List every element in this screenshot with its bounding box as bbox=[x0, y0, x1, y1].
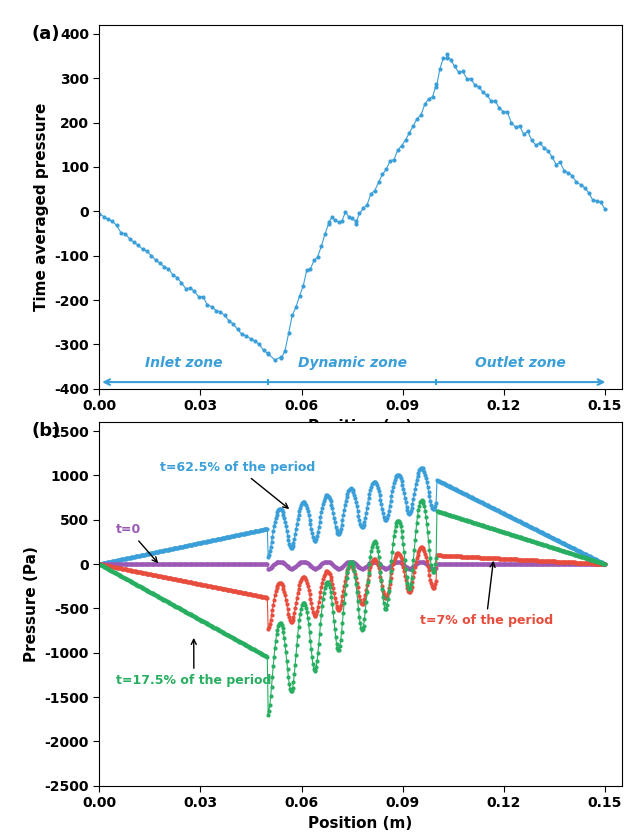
Y-axis label: Time averaged pressure: Time averaged pressure bbox=[33, 103, 49, 311]
Text: t=17.5% of the period: t=17.5% of the period bbox=[116, 640, 272, 687]
Text: Outlet zone: Outlet zone bbox=[475, 356, 566, 370]
Text: t=7% of the period: t=7% of the period bbox=[420, 562, 553, 627]
Text: t=0: t=0 bbox=[116, 523, 157, 562]
Text: t=62.5% of the period: t=62.5% of the period bbox=[160, 461, 315, 508]
X-axis label: Position (m): Position (m) bbox=[308, 816, 413, 831]
Text: (b): (b) bbox=[31, 422, 61, 441]
X-axis label: Position (m): Position (m) bbox=[308, 419, 413, 434]
Text: Inlet zone: Inlet zone bbox=[145, 356, 222, 370]
Y-axis label: Pressure (Pa): Pressure (Pa) bbox=[24, 546, 39, 662]
Text: Dynamic zone: Dynamic zone bbox=[297, 356, 406, 370]
Text: (a): (a) bbox=[31, 25, 60, 43]
